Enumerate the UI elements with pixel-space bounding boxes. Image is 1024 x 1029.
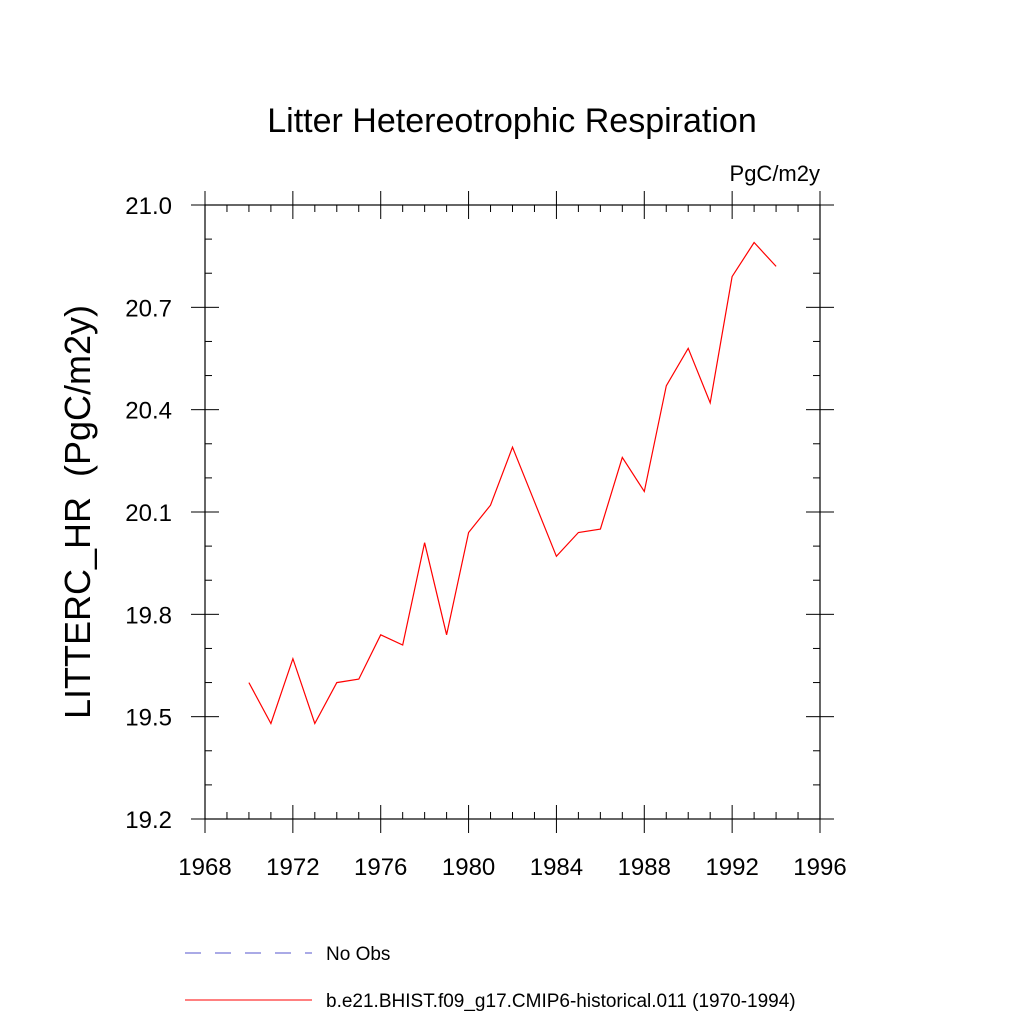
- x-tick-label: 1984: [530, 854, 583, 881]
- plot-frame: [204, 204, 821, 820]
- legend-label: b.e21.BHIST.f09_g17.CMIP6-historical.011…: [326, 991, 796, 1012]
- x-tick-label: 1996: [793, 854, 846, 881]
- x-tick-label: 1972: [266, 854, 319, 881]
- y-tick-label: 20.7: [125, 295, 172, 322]
- y-tick-label: 19.8: [125, 602, 172, 629]
- y-tick-label: 20.4: [125, 398, 172, 425]
- x-tick-label: 1976: [354, 854, 407, 881]
- units-label: PgC/m2y: [730, 161, 820, 186]
- series-line: [248, 241, 777, 726]
- y-tick-label: 20.1: [125, 500, 172, 527]
- y-tick-label: 19.2: [125, 807, 172, 834]
- x-tick-label: 1988: [618, 854, 671, 881]
- x-tick-label: 1992: [705, 854, 758, 881]
- y-axis-title: LITTERC_HR (PgC/m2y): [57, 305, 98, 719]
- plot-area: 1968 1972 1976 1980 1984 1988 1992 1996 19.2 19.5…: [125, 191, 847, 881]
- legend-label: No Obs: [326, 944, 390, 965]
- y-tick-label: 21.0: [125, 193, 172, 220]
- chart-title: Litter Hetereotrophic Respiration: [267, 102, 756, 140]
- x-tick-label: 1980: [442, 854, 495, 881]
- legend: No Obs b.e21.BHIST.f09_g17.CMIP6-historic…: [185, 944, 796, 1012]
- x-tick-label: 1968: [178, 854, 231, 881]
- y-tick-label: 19.5: [125, 705, 172, 732]
